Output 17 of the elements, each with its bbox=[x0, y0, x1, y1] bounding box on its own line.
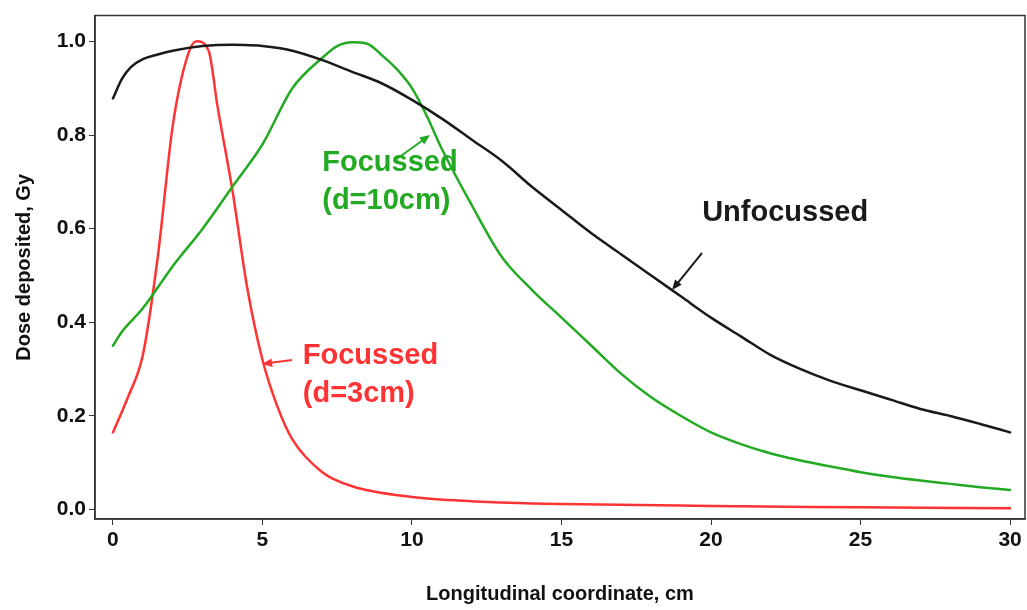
x-tick-label: 10 bbox=[400, 527, 424, 551]
y-tick-label: 1.0 bbox=[56, 28, 86, 52]
x-tick-label: 15 bbox=[549, 527, 574, 551]
annotation: Focussed (d=3cm) bbox=[302, 338, 439, 409]
x-tick-label: 30 bbox=[998, 527, 1022, 551]
x-tick-label: 5 bbox=[256, 527, 269, 551]
x-tick-label: 25 bbox=[848, 527, 873, 551]
x-axis-title: Longitudinal coordinate, cm bbox=[426, 581, 694, 604]
y-tick-label: 0.6 bbox=[56, 215, 86, 239]
y-tick-label: 0.4 bbox=[56, 309, 87, 333]
y-tick-label: 0.0 bbox=[56, 496, 86, 520]
y-tick-label: 0.8 bbox=[56, 121, 87, 145]
x-tick-label: 20 bbox=[699, 527, 723, 551]
y-tick-label: 0.2 bbox=[56, 402, 86, 426]
annotation: Unfocussed bbox=[702, 194, 869, 227]
y-axis-title: Dose deposited, Gy bbox=[11, 173, 34, 361]
x-tick-label: 0 bbox=[107, 527, 119, 551]
